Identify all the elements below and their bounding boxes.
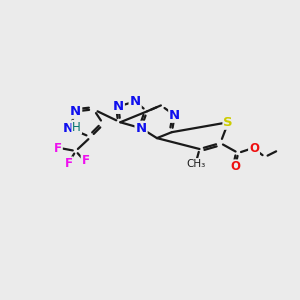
Text: F: F xyxy=(82,154,90,167)
Text: F: F xyxy=(65,158,73,170)
Text: N: N xyxy=(63,122,74,135)
Text: O: O xyxy=(249,142,259,154)
Text: N: N xyxy=(130,95,141,108)
Text: CH₃: CH₃ xyxy=(186,159,205,169)
Text: N: N xyxy=(136,122,147,135)
Text: O: O xyxy=(230,160,240,173)
Text: N: N xyxy=(169,109,180,122)
Text: N: N xyxy=(113,100,124,113)
Text: N: N xyxy=(70,105,81,118)
Text: S: S xyxy=(224,116,233,129)
Text: F: F xyxy=(54,142,62,154)
Text: H: H xyxy=(72,121,81,134)
